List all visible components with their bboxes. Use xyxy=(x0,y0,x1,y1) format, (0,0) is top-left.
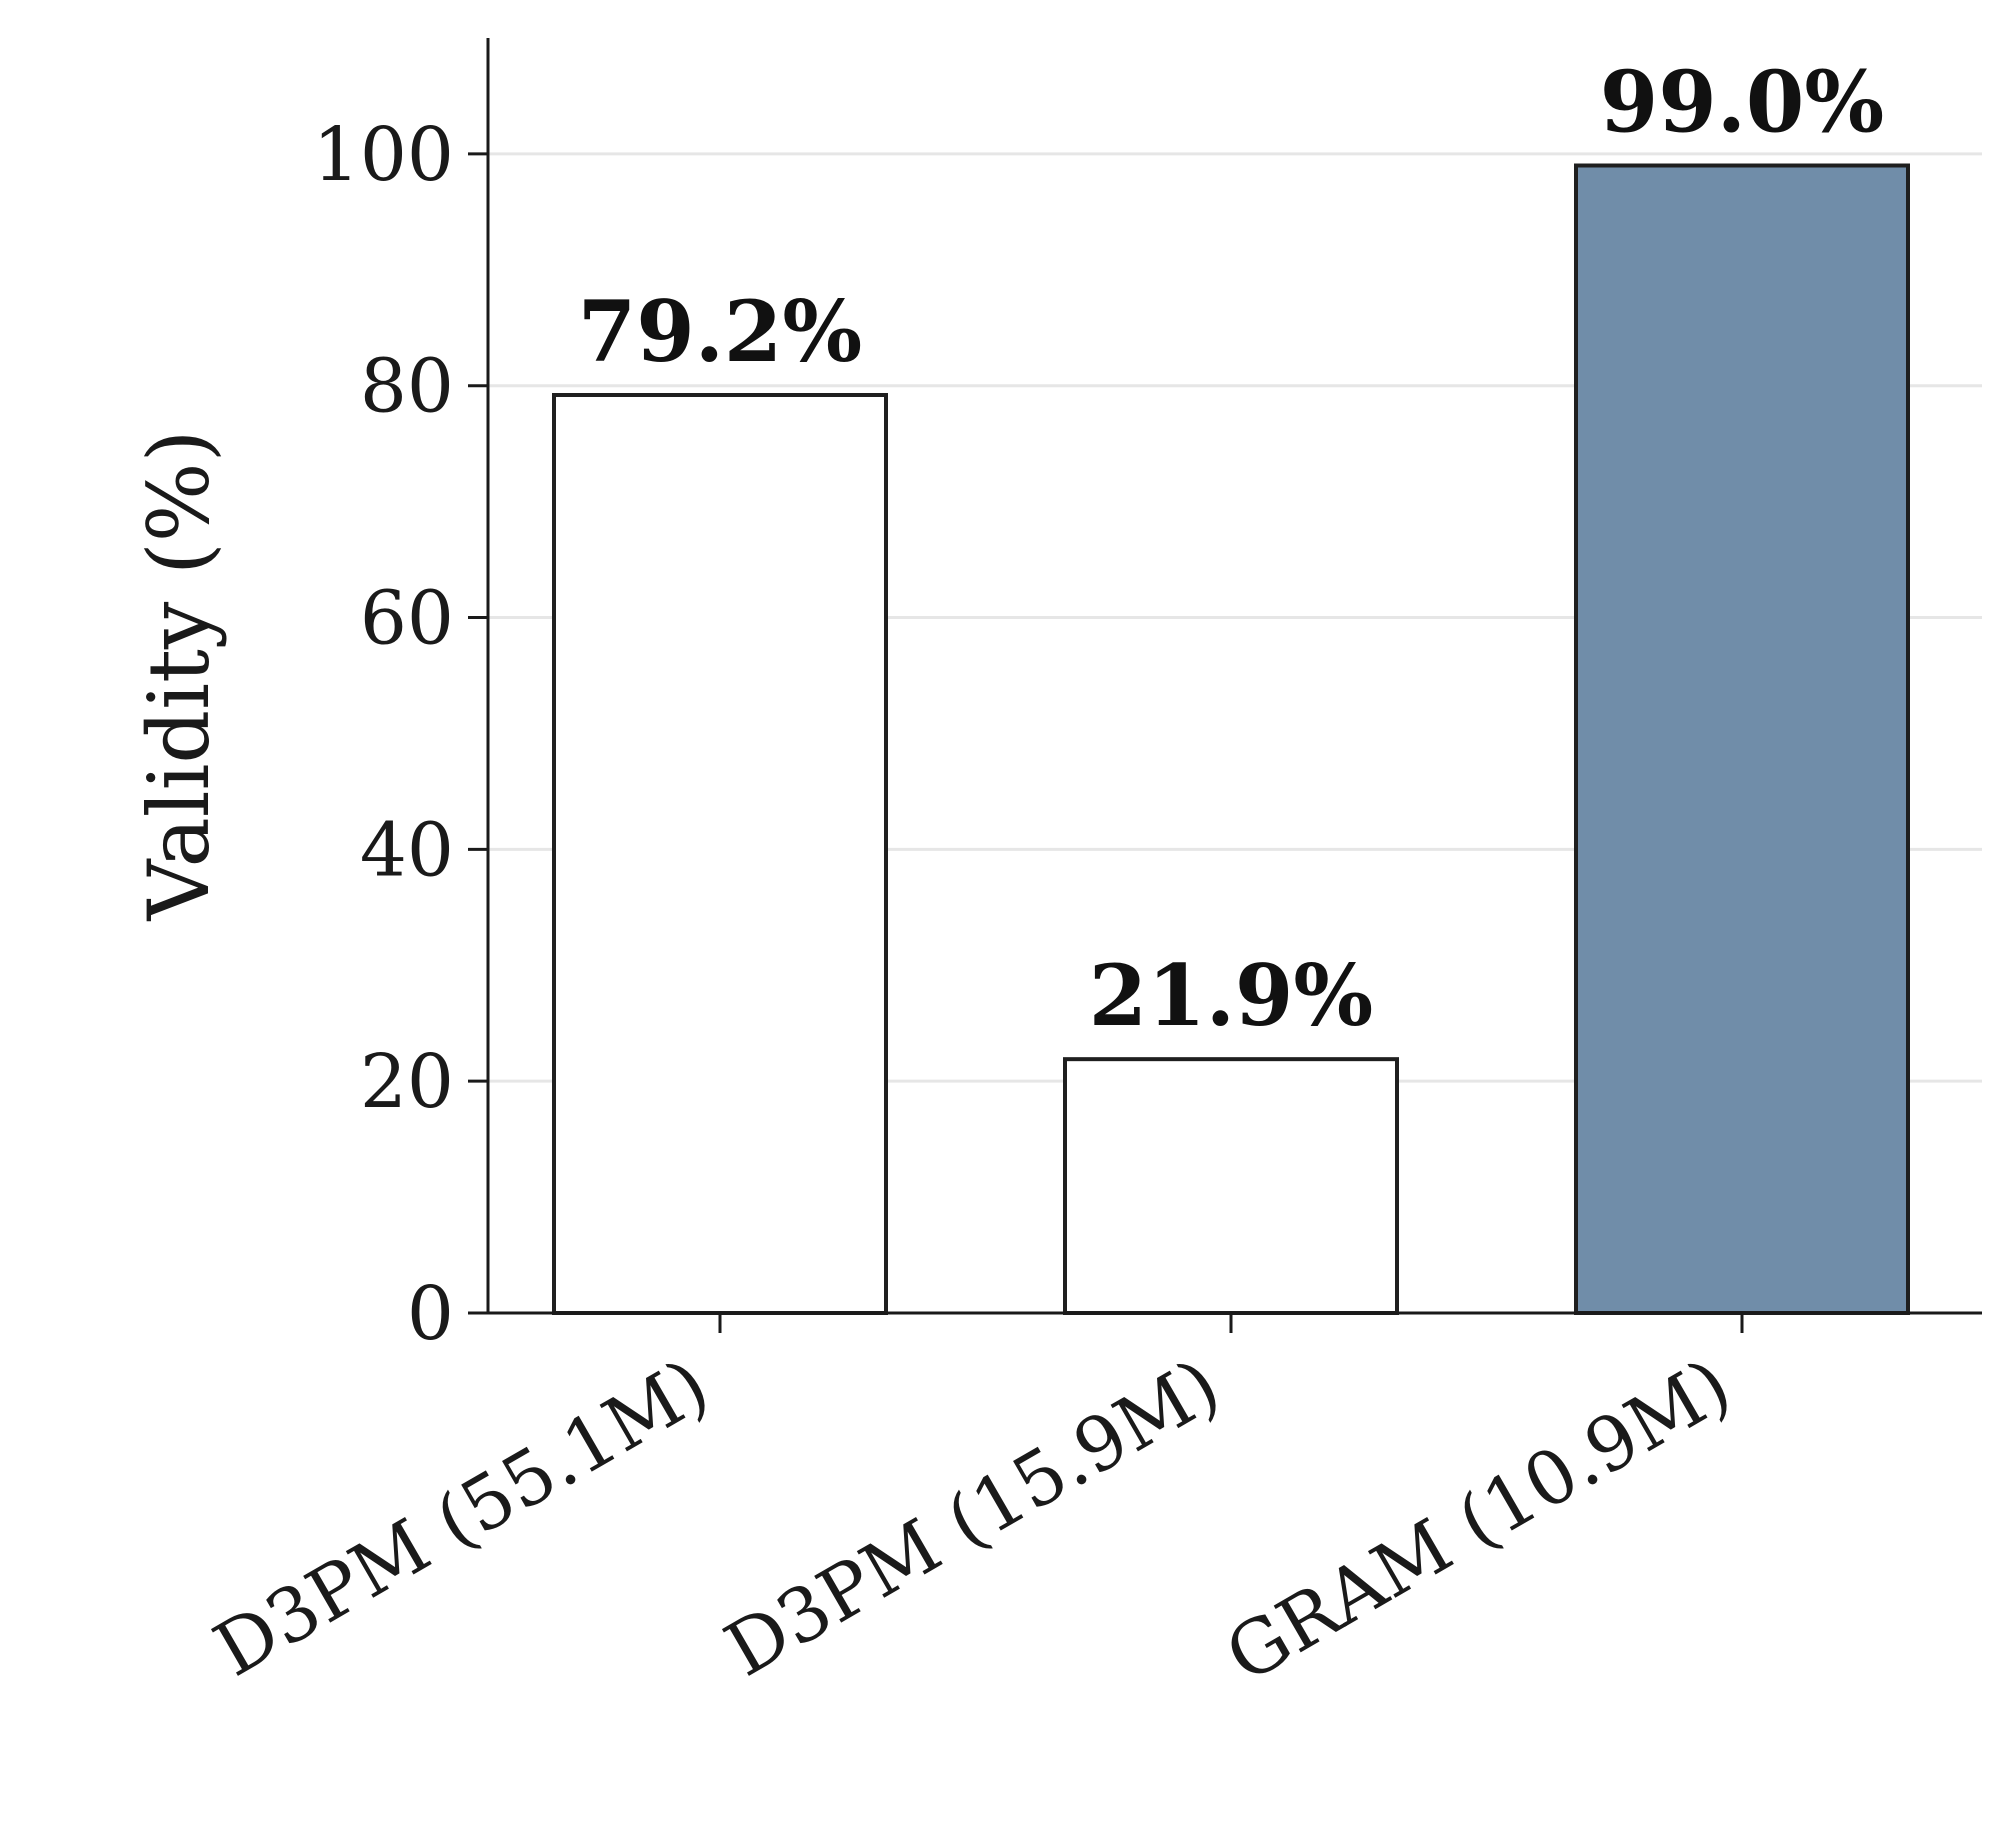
bar xyxy=(1574,163,1910,1315)
bars xyxy=(552,163,1910,1315)
y-tick-label: 0 xyxy=(407,1271,454,1357)
bar-value-label: 79.2% xyxy=(578,282,862,381)
y-tick-label: 100 xyxy=(313,112,454,198)
x-ticks: D3PM (55.1M)D3PM (15.9M)GRAM (10.9M) xyxy=(200,1313,1745,1700)
bar-value-label: 21.9% xyxy=(1089,946,1373,1045)
axes xyxy=(486,38,1982,1315)
y-tick-label: 40 xyxy=(360,807,454,893)
y-axis-title: Validity (%) xyxy=(130,430,228,922)
y-tick-label: 20 xyxy=(360,1039,454,1125)
x-tick-label: GRAM (10.9M) xyxy=(1212,1342,1745,1699)
y-tick-label: 60 xyxy=(360,576,454,662)
bar-value-label: 99.0% xyxy=(1600,53,1884,152)
y-ticks: 0 20 40 60 80 100 xyxy=(313,112,488,1357)
value-labels: 79.2% 21.9% 99.0% xyxy=(578,53,1884,1046)
y-tick-label: 80 xyxy=(360,344,454,430)
bar xyxy=(552,393,888,1315)
bar xyxy=(1063,1057,1399,1315)
x-tick-label: D3PM (15.9M) xyxy=(711,1342,1234,1693)
x-tick-label: D3PM (55.1M) xyxy=(200,1342,723,1693)
